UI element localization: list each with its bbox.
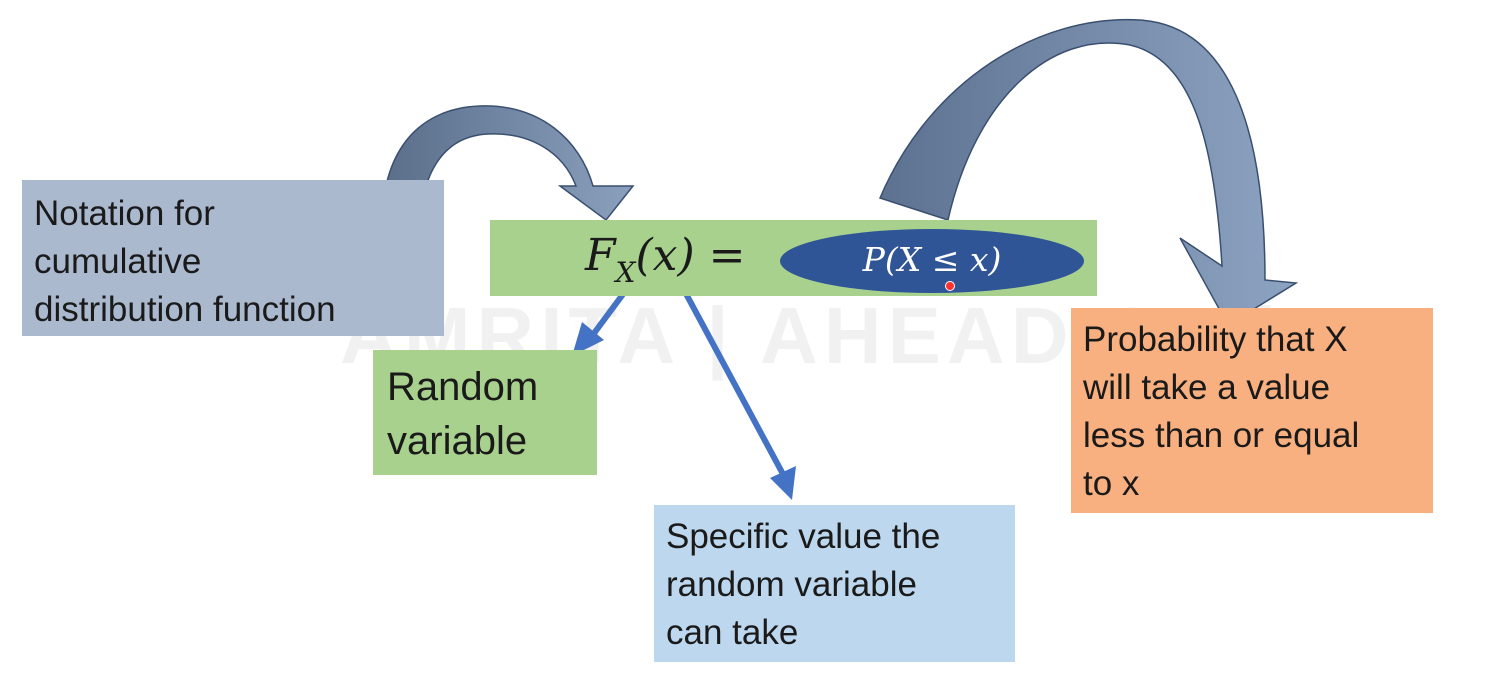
random-variable-line-2: variable <box>387 419 528 463</box>
specific-value-line-2: random variable <box>666 565 917 604</box>
probability-oval: P(X ≤ x) <box>780 229 1084 293</box>
probability-line-1: Probability that X <box>1083 320 1348 359</box>
cdf-notation: FX(x) = <box>585 226 745 303</box>
arrow-to-specific-value <box>681 288 787 478</box>
curved-arrow-notation <box>381 105 635 249</box>
probability-box: Probability that X will take a value les… <box>1071 308 1433 513</box>
curved-arrow-probability <box>878 18 1299 327</box>
cdf-args: (x) = <box>635 230 746 281</box>
specific-value-line-1: Specific value the <box>666 517 941 556</box>
notation-box: Notation for cumulative distribution fun… <box>22 180 444 336</box>
probability-line-4: to x <box>1083 464 1140 503</box>
arrow-head-random-variable <box>572 322 604 356</box>
specific-value-box: Specific value the random variable can t… <box>654 505 1015 662</box>
probability-line-3: less than or equal <box>1083 416 1360 455</box>
random-variable-line-1: Random <box>387 365 539 409</box>
arrow-head-specific-value <box>770 466 796 500</box>
random-variable-box: Random variable <box>373 350 597 475</box>
specific-value-line-3: can take <box>666 613 799 652</box>
notation-line-3: distribution function <box>34 290 336 329</box>
cdf-symbol: F <box>585 230 616 281</box>
cdf-subscript: X <box>615 256 636 289</box>
formula-bar: FX(x) = P(X ≤ x) <box>490 220 1097 296</box>
notation-line-2: cumulative <box>34 242 202 281</box>
probability-line-2: will take a value <box>1083 368 1331 407</box>
notation-line-1: Notation for <box>34 194 215 233</box>
laser-pointer-dot <box>945 281 955 291</box>
